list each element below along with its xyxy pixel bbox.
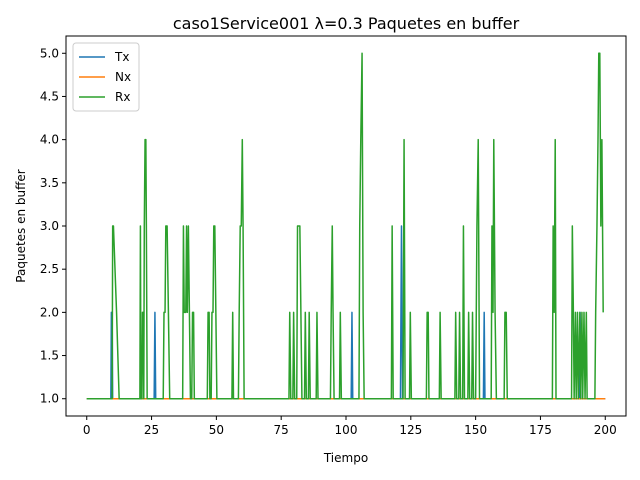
y-tick-label: 1.0 xyxy=(40,392,59,406)
x-tick-label: 25 xyxy=(144,423,159,437)
y-axis-label: Paquetes en buffer xyxy=(14,169,28,282)
legend-entry-rx: Rx xyxy=(115,90,130,104)
x-tick-label: 75 xyxy=(274,423,289,437)
y-tick-label: 4.0 xyxy=(40,133,59,147)
legend-entry-tx: Tx xyxy=(114,50,129,64)
chart-title: caso1Service001 λ=0.3 Paquetes en buffer xyxy=(173,14,520,33)
y-tick-label: 2.5 xyxy=(40,262,59,276)
y-tick-label: 1.5 xyxy=(40,349,59,363)
x-tick-label: 175 xyxy=(529,423,552,437)
y-tick-label: 2.0 xyxy=(40,305,59,319)
legend: Tx Nx Rx xyxy=(72,42,140,112)
x-axis: 0 25 50 75 100 125 150 175 200 xyxy=(83,416,617,437)
x-tick-label: 100 xyxy=(335,423,358,437)
y-axis: 1.0 1.5 2.0 2.5 3.0 3.5 4.0 4.5 5.0 xyxy=(40,46,66,406)
y-tick-label: 3.0 xyxy=(40,219,59,233)
x-tick-label: 0 xyxy=(83,423,91,437)
x-tick-label: 125 xyxy=(399,423,422,437)
y-tick-label: 4.5 xyxy=(40,89,59,103)
plot-area-frame xyxy=(65,35,627,417)
legend-entry-nx: Nx xyxy=(115,70,131,84)
series-line-rx xyxy=(86,52,604,400)
y-tick-label: 3.5 xyxy=(40,176,59,190)
legend-box xyxy=(72,42,140,112)
x-tick-label: 50 xyxy=(209,423,224,437)
series-layer xyxy=(86,52,606,400)
x-tick-label: 200 xyxy=(594,423,617,437)
x-axis-label: Tiempo xyxy=(323,451,368,465)
y-tick-label: 5.0 xyxy=(40,46,59,60)
x-tick-label: 150 xyxy=(464,423,487,437)
